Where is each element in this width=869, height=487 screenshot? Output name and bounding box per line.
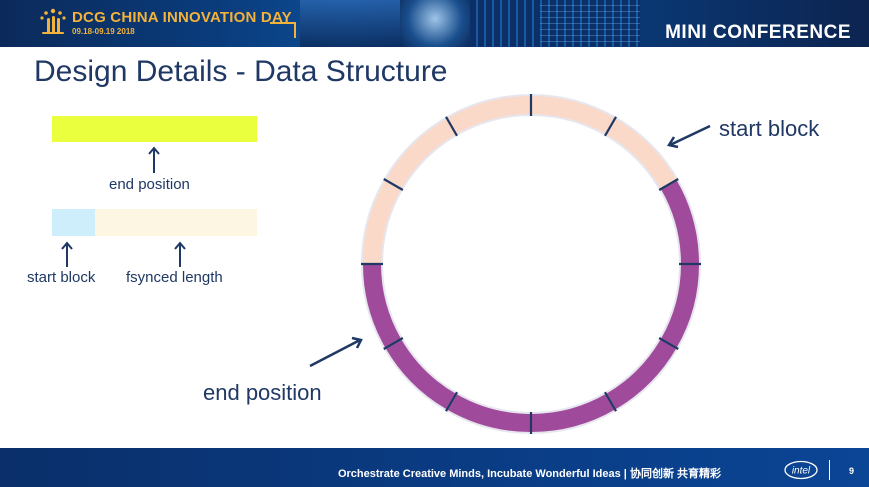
- banner-decoration: [540, 0, 640, 47]
- up-arrow-icon: [174, 241, 186, 267]
- section-label: MINI CONFERENCE: [665, 22, 851, 43]
- ring-segment-divider: [658, 337, 679, 350]
- ring-segment-divider: [383, 337, 404, 350]
- end-position-label: end position: [109, 176, 190, 193]
- banner-decoration: [400, 0, 470, 47]
- start-block-label: start block: [27, 269, 96, 286]
- start-block-bar: [52, 209, 95, 236]
- fsynced-length-label: fsynced length: [126, 269, 223, 286]
- end-position-callout: end position: [203, 380, 322, 405]
- end-position-bar: [52, 116, 257, 142]
- ring-segment-divider: [604, 116, 617, 137]
- intel-logo-text: intel: [792, 466, 811, 477]
- event-dates: 09.18-09.19 2018: [72, 27, 135, 36]
- ring-segment-used: [658, 178, 702, 265]
- page-number: 9: [849, 466, 855, 476]
- ring-buffer-diagram: [360, 93, 702, 435]
- event-title: DCG CHINA INNOVATION DAY: [72, 9, 292, 26]
- ring-segment-divider: [445, 391, 458, 412]
- ring-segment-used: [604, 337, 679, 412]
- ring-segment-divider: [445, 116, 458, 137]
- footer-tagline: Orchestrate Creative Minds, Incubate Won…: [337, 468, 721, 480]
- footer-bar: Orchestrate Creative Minds, Incubate Won…: [0, 448, 869, 487]
- start-block-callout: start block: [719, 116, 820, 141]
- ring-segment-used: [383, 337, 458, 412]
- banner-decoration: [470, 0, 640, 47]
- footer-divider: [829, 460, 830, 480]
- title-underline-decoration: [270, 22, 296, 38]
- ring-segment-free: [530, 93, 617, 137]
- ring-segment-divider: [604, 391, 617, 412]
- ring-segment-free: [360, 178, 404, 265]
- ring-segment-used: [530, 391, 617, 435]
- ring-segment-divider: [658, 178, 679, 191]
- dcg-sunburst-logo-icon: [40, 8, 66, 34]
- banner-decoration: [300, 0, 400, 47]
- ring-segment-used: [360, 263, 404, 350]
- start-block-arrow-icon: [667, 124, 711, 149]
- ring-segment-used: [445, 391, 532, 435]
- intel-logo-icon: intel: [784, 460, 818, 480]
- up-arrow-icon: [148, 146, 160, 173]
- up-arrow-icon: [61, 241, 73, 267]
- end-position-arrow-icon: [309, 336, 363, 368]
- ring-segment-free: [383, 116, 458, 191]
- slide-title: Design Details - Data Structure: [34, 55, 448, 88]
- fsynced-length-bar: [95, 209, 257, 236]
- ring-segment-used: [658, 263, 702, 350]
- top-banner: DCG CHINA INNOVATION DAY 09.18-09.19 201…: [0, 0, 869, 47]
- ring-segment-free: [445, 93, 532, 137]
- ring-segment-divider: [383, 178, 404, 191]
